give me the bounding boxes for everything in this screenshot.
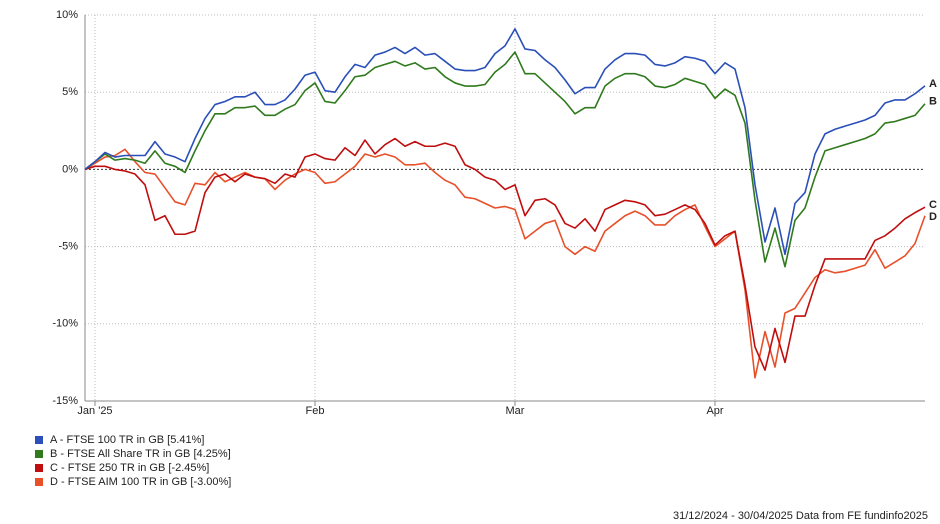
x-tick-label: Jan '25 <box>77 405 112 417</box>
series-line <box>84 137 926 371</box>
legend-label: D - FTSE AIM 100 TR in GB [-3.00%] <box>50 476 231 488</box>
series-line <box>84 28 926 256</box>
legend-swatch <box>35 478 43 486</box>
legend-swatch <box>35 464 43 472</box>
legend-swatch <box>35 436 43 444</box>
y-tick-label: 0% <box>62 163 78 175</box>
y-tick-label: -5% <box>58 241 78 253</box>
x-tick-label: Feb <box>306 405 325 417</box>
series-end-label: D <box>929 211 937 223</box>
x-tick-label: Apr <box>706 405 723 417</box>
y-tick-label: -15% <box>52 395 78 407</box>
legend-swatch <box>35 450 43 458</box>
series-line <box>84 148 926 379</box>
series-end-label: A <box>929 78 937 90</box>
legend-label: A - FTSE 100 TR in GB [5.41%] <box>50 434 204 446</box>
series-end-label: B <box>929 96 937 108</box>
series-end-label: C <box>929 199 937 211</box>
footnote: 31/12/2024 - 30/04/2025 Data from FE fun… <box>673 510 928 522</box>
y-tick-label: -10% <box>52 318 78 330</box>
x-tick-label: Mar <box>506 405 525 417</box>
series-line <box>84 51 926 268</box>
legend-label: C - FTSE 250 TR in GB [-2.45%] <box>50 462 209 474</box>
y-tick-label: 5% <box>62 86 78 98</box>
y-tick-label: 10% <box>56 9 78 21</box>
legend-label: B - FTSE All Share TR in GB [4.25%] <box>50 448 231 460</box>
